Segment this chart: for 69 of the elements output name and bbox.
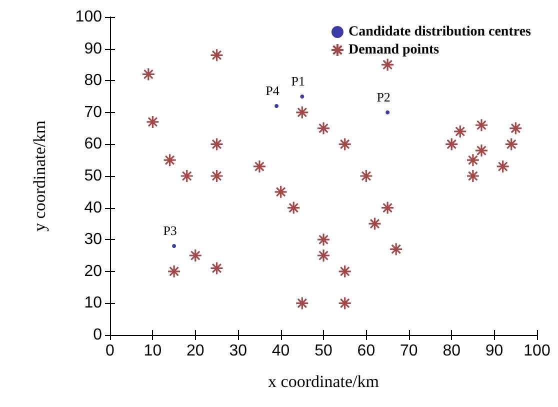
- x-tick-label: 30: [229, 342, 248, 360]
- annotation: P2: [376, 89, 390, 104]
- point: [338, 264, 352, 278]
- y-axis-title: y coordinate/km: [30, 120, 49, 232]
- y-tick-label: 40: [84, 199, 102, 216]
- x-tick-label: 20: [186, 342, 204, 360]
- x-tick-label: 10: [144, 342, 162, 360]
- point: [295, 296, 309, 310]
- point: [508, 122, 522, 136]
- y-tick-label: 80: [84, 72, 102, 90]
- point: [295, 106, 309, 120]
- point: [286, 201, 300, 215]
- y-tick-label: 50: [84, 168, 102, 184]
- point: [188, 248, 202, 262]
- point: [389, 242, 403, 256]
- x-tick-label: 40: [272, 342, 290, 360]
- point: [359, 169, 373, 183]
- point: [380, 58, 394, 72]
- point: [453, 124, 467, 138]
- point: [146, 115, 160, 129]
- annotation: P4: [266, 83, 280, 98]
- point: [210, 137, 224, 151]
- y-tick-label: 100: [75, 8, 102, 26]
- point: [338, 296, 352, 310]
- point: [180, 169, 194, 183]
- annotation: P3: [163, 222, 177, 238]
- point: [380, 201, 394, 215]
- y-tick-label: 20: [84, 262, 102, 280]
- x-tick-label: 80: [442, 342, 461, 360]
- y-tick-label: 70: [84, 104, 102, 121]
- point: [172, 244, 176, 248]
- point: [444, 137, 458, 151]
- point: [300, 94, 304, 98]
- annotation: P1: [291, 74, 306, 88]
- point: [368, 216, 382, 230]
- point: [504, 137, 518, 151]
- point: [338, 137, 352, 151]
- x-tick-label: 60: [357, 342, 376, 360]
- point: [316, 248, 330, 262]
- legend-label: Candidate distribution centres: [348, 24, 532, 40]
- point: [162, 153, 177, 167]
- point: [466, 169, 480, 183]
- point: [142, 67, 156, 82]
- point: [167, 264, 181, 278]
- x-axis-title: x coordinate/km: [268, 372, 379, 391]
- y-tick-label: 10: [84, 294, 102, 312]
- y-tick-label: 60: [84, 136, 102, 153]
- point: [466, 153, 480, 167]
- x-tick-label: 90: [485, 342, 504, 360]
- x-tick-label: 70: [400, 342, 418, 360]
- point: [316, 232, 330, 246]
- point: [474, 118, 488, 132]
- point: [252, 160, 266, 174]
- x-tick-label: 0: [106, 342, 115, 360]
- point: [210, 48, 224, 62]
- y-tick-label: 90: [84, 40, 102, 58]
- point: [210, 261, 224, 276]
- x-tick-label: 50: [314, 342, 332, 360]
- point: [496, 160, 510, 174]
- point: [474, 144, 488, 158]
- point: [316, 122, 330, 136]
- point: [274, 104, 279, 108]
- legend-label: Demand points: [348, 42, 440, 58]
- point: [210, 169, 224, 183]
- x-tick-label: 100: [524, 342, 550, 360]
- point: [386, 110, 390, 114]
- y-tick-label: 0: [93, 326, 102, 344]
- point: [274, 185, 288, 199]
- y-tick-label: 30: [84, 231, 102, 248]
